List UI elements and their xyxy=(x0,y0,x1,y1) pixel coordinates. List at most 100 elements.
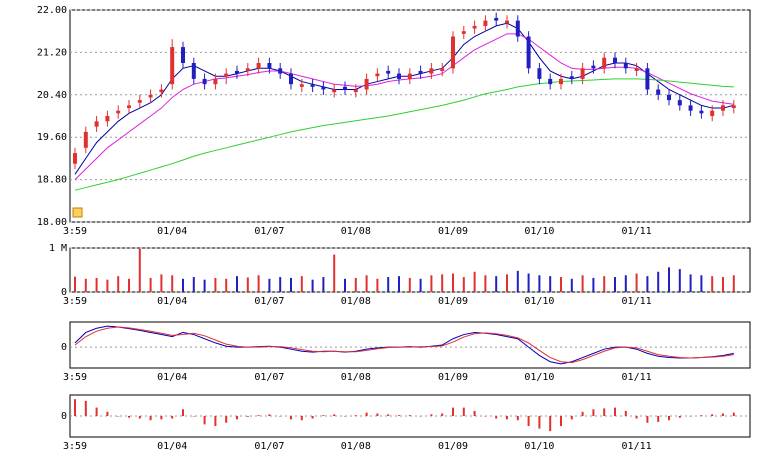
bar xyxy=(678,416,681,418)
candle-body xyxy=(537,68,542,79)
candle-body xyxy=(397,73,401,79)
bar xyxy=(732,412,735,416)
candle-body xyxy=(548,78,553,85)
candle-body xyxy=(580,68,585,79)
candle-body xyxy=(688,105,693,111)
volume-bar xyxy=(549,276,552,292)
x-tick-label: 01/08 xyxy=(341,441,371,452)
volume-bar xyxy=(182,278,184,292)
x-tick-label: 01/04 xyxy=(157,296,187,307)
candle-body xyxy=(235,70,239,74)
x-tick-label: 01/10 xyxy=(524,372,554,383)
volume-bar xyxy=(581,275,584,292)
volume-bar xyxy=(203,279,206,292)
bar xyxy=(722,413,724,416)
candle-body xyxy=(483,20,488,26)
candle-body xyxy=(677,100,682,106)
candle-body xyxy=(116,110,121,114)
volume-bar xyxy=(84,278,87,292)
bar xyxy=(311,416,314,419)
volume-bar xyxy=(365,275,368,292)
y-tick-label: 21.20 xyxy=(37,47,67,58)
volume-bar xyxy=(300,276,303,292)
volume-bar xyxy=(732,275,735,292)
candle-body xyxy=(667,94,671,101)
x-tick-label: 01/07 xyxy=(254,226,284,237)
volume-bar xyxy=(160,274,163,292)
bar xyxy=(668,416,670,421)
candle-body xyxy=(645,68,650,90)
bar xyxy=(214,416,217,427)
volume-bar xyxy=(624,275,627,292)
bar xyxy=(203,416,206,425)
macd-panel xyxy=(69,321,751,369)
bar xyxy=(149,416,152,421)
candle-body xyxy=(418,70,423,74)
bar xyxy=(84,400,87,416)
bar xyxy=(560,416,562,427)
x-tick-label: 01/07 xyxy=(254,296,284,307)
bar xyxy=(257,415,260,416)
bar xyxy=(128,416,130,418)
bar xyxy=(322,415,325,416)
volume-bar xyxy=(246,277,249,292)
volume-bar xyxy=(333,254,336,292)
volume-bar xyxy=(279,277,282,292)
bar xyxy=(171,416,174,419)
x-tick-label: 01/10 xyxy=(524,296,554,307)
candle-body xyxy=(440,68,445,71)
x-tick-label: 01/11 xyxy=(622,441,652,452)
volume-bar xyxy=(128,278,130,292)
y-tick-label: 19.60 xyxy=(37,132,67,143)
candle-body xyxy=(721,105,725,111)
y-tick-label: 22.00 xyxy=(37,5,67,16)
volume-bar xyxy=(322,277,325,292)
candle-body xyxy=(386,70,391,74)
line-series xyxy=(74,78,734,191)
candle-body xyxy=(699,110,704,114)
bar xyxy=(549,416,552,432)
bar xyxy=(592,409,595,416)
candle-body xyxy=(461,31,466,34)
bar xyxy=(689,416,692,417)
candle-body xyxy=(299,84,304,87)
volume-bar xyxy=(311,279,314,292)
volume-bar xyxy=(560,277,562,292)
candle-body xyxy=(310,84,315,87)
candle-body xyxy=(127,105,131,109)
volume-bar xyxy=(570,278,573,292)
x-tick-label: 3:59 xyxy=(63,372,87,383)
bar xyxy=(624,410,627,416)
volume-bar xyxy=(95,277,98,292)
candle-body xyxy=(137,100,142,103)
x-tick-label: 01/08 xyxy=(341,296,371,307)
volume-bar xyxy=(268,278,271,292)
candle-body xyxy=(321,86,326,90)
volume-bar xyxy=(117,276,120,292)
candle-body xyxy=(451,36,455,69)
icon xyxy=(72,207,83,218)
volume-bar xyxy=(538,275,541,292)
candle-body xyxy=(656,89,661,95)
candle-body xyxy=(343,86,347,90)
candle-body xyxy=(494,17,499,21)
candle-body xyxy=(710,110,715,116)
bar xyxy=(646,416,649,423)
bar xyxy=(236,416,238,420)
x-tick-label: 01/04 xyxy=(157,226,187,237)
candle-body xyxy=(94,121,99,127)
volume-bar xyxy=(668,267,670,292)
y-tick-label: 0 xyxy=(61,411,67,422)
volume-bar xyxy=(700,275,703,292)
bar xyxy=(711,414,714,416)
candle-body xyxy=(613,57,617,63)
volume-bar xyxy=(678,269,681,292)
volume-bar xyxy=(506,274,508,292)
bar xyxy=(387,414,390,416)
bar xyxy=(538,416,541,429)
line-series xyxy=(74,326,734,364)
x-tick-label: 3:59 xyxy=(63,226,87,237)
volume-bar xyxy=(484,275,487,292)
bar xyxy=(300,416,303,421)
